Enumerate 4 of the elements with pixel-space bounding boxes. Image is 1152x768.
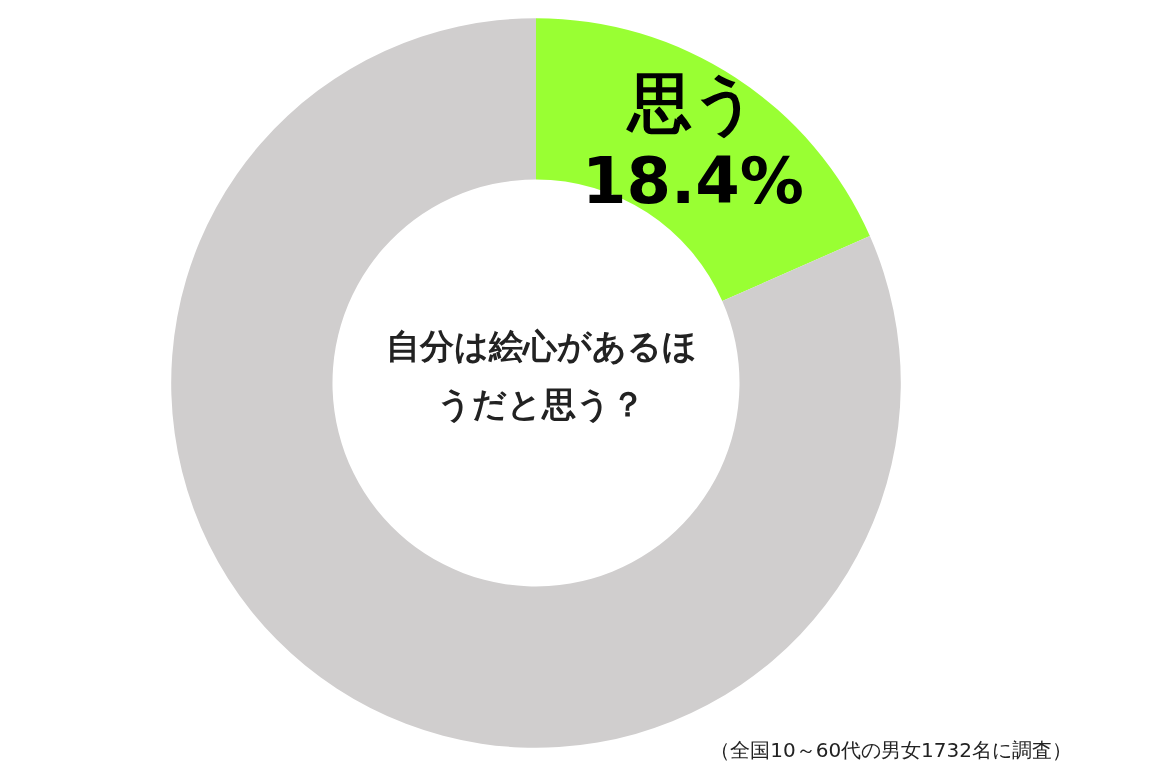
text: 自分は絵心があるほうだと思う？ <box>385 326 697 424</box>
text: （全国10～60代の男女1732名に調査） <box>710 738 1072 762</box>
data-label: 18.4% <box>581 144 804 219</box>
slice-label: 思う <box>625 66 758 141</box>
